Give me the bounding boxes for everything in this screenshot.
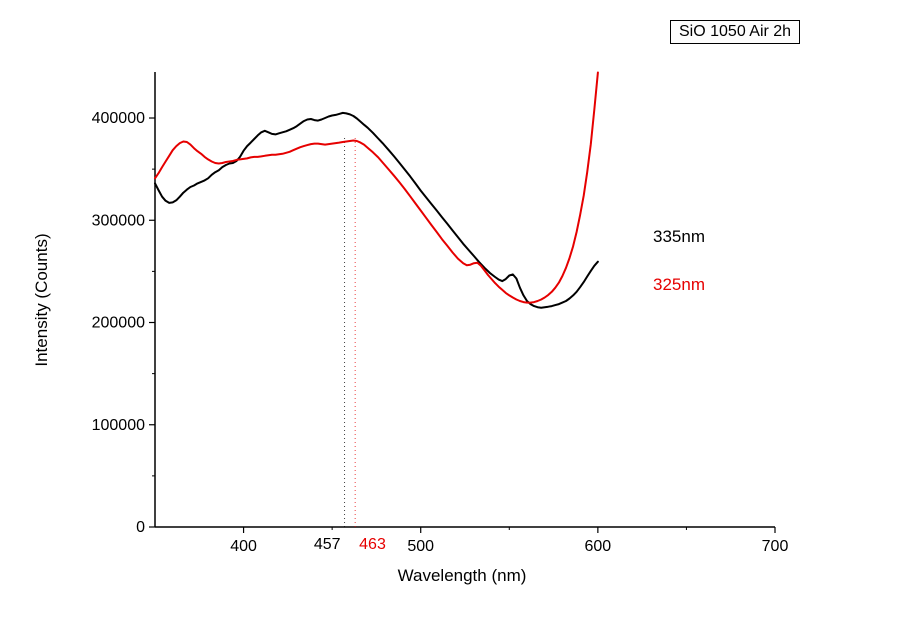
x-axis-label: Wavelength (nm) — [397, 566, 527, 585]
legend-series-325nm: 325nm — [653, 275, 705, 294]
x-tick-label-500: 500 — [407, 538, 434, 555]
y-axis-label: Intensity (Counts) — [32, 233, 51, 367]
chart-title-box: SiO 1050 Air 2h — [670, 20, 801, 44]
legend-series-335nm: 335nm — [653, 227, 705, 246]
y-tick-label-200000: 200000 — [92, 315, 145, 332]
vline-label-457: 457 — [314, 536, 341, 553]
series-325nm-line — [154, 71, 599, 304]
y-tick-label-400000: 400000 — [92, 110, 145, 127]
series-335nm-line — [154, 111, 599, 309]
y-tick-label-0: 0 — [136, 519, 145, 536]
x-tick-label-700: 700 — [762, 538, 789, 555]
chart-title: SiO 1050 Air 2h — [679, 23, 792, 40]
y-tick-label-300000: 300000 — [92, 212, 145, 229]
x-tick-label-400: 400 — [230, 538, 257, 555]
y-tick-label-100000: 100000 — [92, 417, 145, 434]
x-tick-label-600: 600 — [585, 538, 612, 555]
vline-label-463: 463 — [359, 536, 386, 553]
